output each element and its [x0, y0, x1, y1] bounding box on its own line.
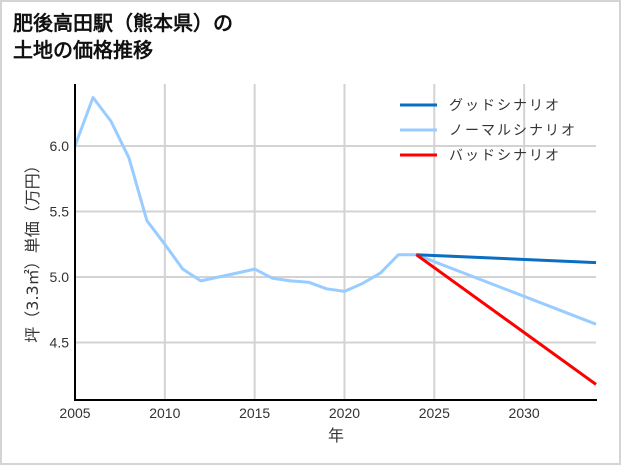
y-tick-label: 4.5 [50, 335, 70, 351]
y-tick-label: 5.0 [50, 269, 70, 285]
y-tick-label: 5.5 [50, 204, 70, 220]
chart-title: 肥後高田駅（熊本県）の 土地の価格推移 [13, 10, 233, 64]
x-tick-labels: 2005 2010 2015 2020 2025 2030 [59, 405, 539, 421]
chart-title-line-2: 土地の価格推移 [13, 38, 153, 62]
axes [74, 84, 597, 401]
series-line [73, 96, 597, 326]
x-tick-label: 2030 [509, 405, 540, 421]
y-tick-labels: 4.5 5.0 5.5 6.0 [50, 138, 70, 351]
series-lines [73, 96, 597, 386]
legend-label: グッドシナリオ [449, 98, 561, 114]
x-axis-label: 年 [328, 426, 344, 445]
x-tick-label: 2020 [329, 405, 360, 421]
y-tick-label: 6.0 [50, 138, 70, 154]
y-axis-label: 坪（3.3㎡）単価（万円） [23, 157, 42, 342]
x-tick-label: 2010 [149, 405, 180, 421]
series-line [416, 253, 597, 265]
series-line [415, 253, 597, 386]
legend-label: ノーマルシナリオ [449, 123, 577, 139]
x-tick-label: 2015 [239, 405, 270, 421]
grid-lines [75, 84, 596, 400]
chart-title-line-1: 肥後高田駅（熊本県）の [13, 11, 233, 35]
legend-label: バッドシナリオ [449, 148, 561, 164]
x-tick-label: 2025 [419, 405, 450, 421]
x-tick-label: 2005 [59, 405, 90, 421]
